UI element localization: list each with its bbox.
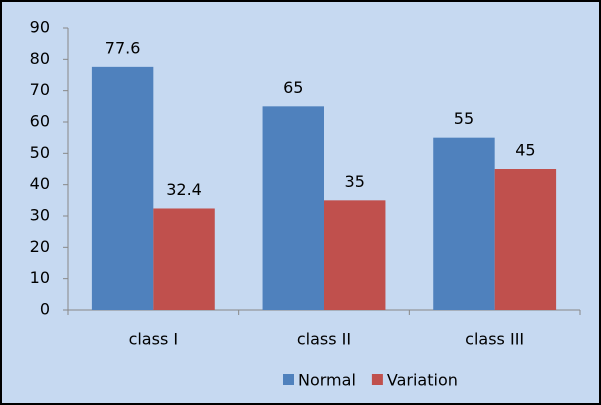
x-tick-label: class III [465,330,524,349]
y-tick-label: 80 [30,49,50,68]
x-tick-label: class I [129,330,179,349]
bar [262,106,324,310]
legend-swatch [371,374,383,385]
legend-label: Normal [298,371,356,390]
bar [324,200,386,310]
y-tick-label: 10 [30,268,50,287]
y-tick-label: 20 [30,237,50,256]
y-tick-label: 40 [30,174,50,193]
data-label: 77.6 [105,38,141,57]
y-tick-label: 70 [30,80,50,99]
bar [91,66,154,310]
data-label: 65 [283,78,303,97]
data-label: 32.4 [166,180,202,199]
bar [494,169,557,310]
data-label: 45 [515,141,535,160]
x-tick-label: class II [297,330,351,349]
bar [153,208,215,310]
y-tick-label: 90 [30,18,50,37]
y-tick-label: 0 [40,300,50,319]
legend-label: Variation [387,371,458,390]
data-label: 35 [345,172,365,191]
y-tick-label: 30 [30,206,50,225]
legend-swatch [283,374,294,385]
y-tick-label: 60 [30,112,50,131]
y-tick-label: 50 [30,143,50,162]
data-label: 55 [454,109,474,128]
bar [433,137,495,310]
